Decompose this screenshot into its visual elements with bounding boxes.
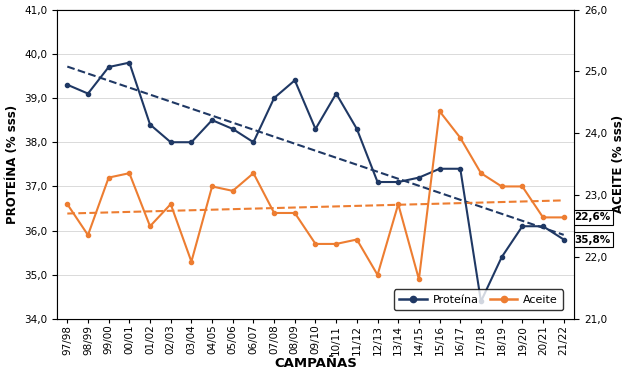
Y-axis label: PROTEÍNA (% sss): PROTEÍNA (% sss) bbox=[6, 105, 18, 224]
X-axis label: CAMPAÑAS: CAMPAÑAS bbox=[274, 358, 357, 370]
Text: 22,6%: 22,6% bbox=[574, 212, 610, 222]
Text: 35,8%: 35,8% bbox=[574, 235, 610, 244]
Y-axis label: ACEITE (% sss): ACEITE (% sss) bbox=[613, 115, 625, 214]
Legend: Proteína, Aceite: Proteína, Aceite bbox=[394, 290, 563, 311]
